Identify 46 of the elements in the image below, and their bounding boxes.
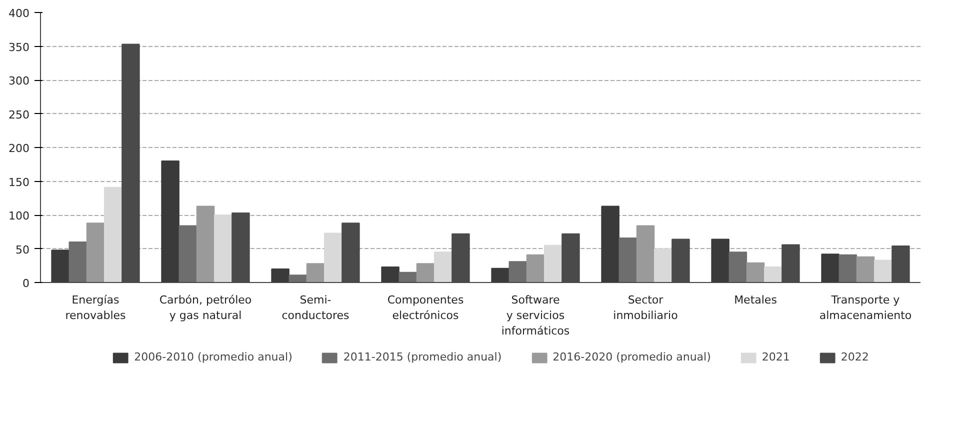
bar [544, 244, 562, 282]
legend-label: 2011-2015 (promedio anual) [343, 350, 502, 364]
bar [746, 262, 765, 282]
y-tick-label: 150 [8, 176, 30, 189]
x-tick-label: Carbón, petróleo y gas natural [159, 294, 252, 322]
bar [306, 263, 325, 282]
bar [104, 186, 122, 282]
bar [764, 266, 782, 282]
legend-label: 2006-2010 (promedio anual) [134, 350, 292, 364]
bar [214, 214, 232, 282]
x-tick-label: Transporte y almacenamiento [819, 294, 912, 322]
legend-label: 2021 [762, 350, 790, 364]
bar [178, 225, 198, 282]
bar [874, 260, 892, 282]
bar [728, 252, 748, 282]
legend-label: 2016-2020 (promedio anual) [552, 350, 711, 364]
y-tick-label: 250 [8, 108, 30, 122]
x-tick-label: Software y servicios informáticos [501, 294, 570, 338]
x-tick-label: Componentes electrónicos [387, 294, 464, 322]
y-tick-label: 350 [8, 40, 30, 54]
x-tick-label: Semi- conductores [282, 294, 350, 322]
bar [86, 222, 105, 282]
bar [618, 237, 638, 282]
y-tick-label: 50 [16, 243, 30, 256]
bar [654, 248, 672, 282]
legend-label: 2022 [840, 350, 869, 364]
bar [324, 232, 342, 282]
bar [398, 272, 418, 282]
y-tick-label: 400 [8, 7, 30, 20]
x-tick-label: Metales [734, 294, 778, 306]
x-tick-label: Energías renovables [65, 294, 126, 322]
bar [508, 261, 528, 282]
y-tick-label: 200 [8, 142, 30, 155]
bar [288, 274, 308, 282]
x-tick-label: Sector inmobiliario [613, 294, 678, 322]
bar [636, 225, 655, 282]
y-tick-label: 0 [22, 277, 30, 290]
y-tick-label: 100 [8, 210, 30, 222]
bar [526, 254, 545, 282]
bar [838, 254, 858, 282]
y-tick-label: 300 [8, 74, 30, 88]
bar [196, 206, 215, 282]
bar [416, 263, 435, 282]
bar [856, 256, 875, 282]
bar [68, 242, 88, 282]
bar [434, 252, 452, 282]
